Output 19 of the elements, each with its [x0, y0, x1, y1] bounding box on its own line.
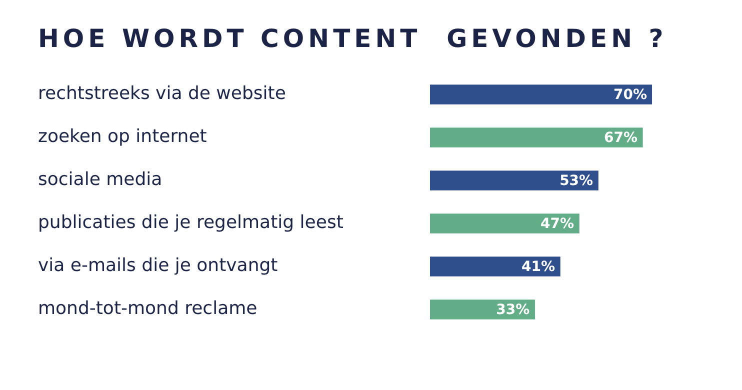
y-tick-label: via e-mails die je ontvangt — [38, 255, 278, 276]
y-tick-label: zoeken op internet — [38, 126, 207, 148]
data-label: 53% — [560, 173, 594, 190]
data-label: 41% — [522, 259, 556, 276]
bar — [430, 256, 560, 276]
bar — [430, 128, 643, 148]
data-label: 47% — [540, 216, 574, 232]
bar — [430, 214, 580, 234]
bar — [430, 84, 652, 104]
y-tick-label: rechtstreeks via de website — [38, 83, 286, 104]
bar — [430, 300, 535, 320]
y-tick-label: mond-tot-mond reclame — [38, 298, 258, 320]
data-label: 33% — [496, 302, 530, 318]
bar — [430, 170, 598, 190]
data-label: 70% — [613, 87, 647, 104]
data-label: 67% — [604, 130, 638, 146]
y-tick-label: sociale media — [38, 169, 162, 190]
chart-title: HOE WORDT CONTENT GEVONDEN ? — [38, 24, 668, 53]
y-tick-label: publicaties die je regelmatig leest — [38, 212, 344, 234]
